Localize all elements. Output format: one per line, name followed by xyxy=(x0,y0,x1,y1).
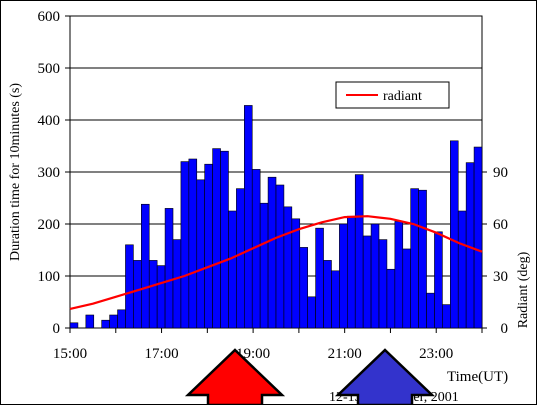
bar xyxy=(148,260,158,329)
bar xyxy=(228,210,237,329)
y-left-tick-label: 600 xyxy=(38,9,61,25)
y-left-axis-label: Duration time for 10minutes (s) xyxy=(8,83,23,261)
y-left-tick-label: 300 xyxy=(38,165,61,181)
y-left-tick-label: 200 xyxy=(38,217,61,233)
bar xyxy=(402,248,411,329)
y-right-tick-label: 30 xyxy=(493,269,508,285)
bar xyxy=(291,218,301,329)
bar xyxy=(212,148,221,329)
bar xyxy=(299,247,308,329)
bar xyxy=(164,208,174,329)
bar xyxy=(141,203,150,329)
y-right-axis-label: Radiant (deg) xyxy=(516,251,531,328)
x-tick-label: 21:00 xyxy=(328,346,362,362)
bar xyxy=(267,176,277,329)
y-left-tick-label: 500 xyxy=(38,61,61,77)
bar xyxy=(331,270,340,329)
bar xyxy=(323,260,332,329)
bar xyxy=(394,221,404,329)
x-tick-label: 17:00 xyxy=(144,346,178,362)
bar xyxy=(450,140,459,329)
radiant-series xyxy=(69,215,483,310)
x-tick-label: 15:00 xyxy=(53,346,87,362)
x-axis-label: Time(UT) xyxy=(447,369,508,385)
bar xyxy=(275,184,285,329)
bar xyxy=(204,163,213,329)
bar xyxy=(156,265,166,329)
bar xyxy=(354,174,364,329)
bar xyxy=(410,188,419,329)
bar xyxy=(362,235,372,329)
bar xyxy=(283,206,293,329)
radiant-line xyxy=(69,215,483,310)
y-right-tick-label: 60 xyxy=(493,217,508,233)
bar xyxy=(125,244,134,329)
bar xyxy=(457,210,467,329)
bar xyxy=(426,292,435,329)
x-tick-label: 23:00 xyxy=(419,346,453,362)
bar xyxy=(180,161,190,329)
bar xyxy=(133,260,142,329)
bar xyxy=(418,189,427,329)
red-arrow-icon xyxy=(184,348,286,405)
bar xyxy=(85,314,95,329)
bar xyxy=(386,268,396,329)
bar xyxy=(109,314,118,329)
bar xyxy=(220,150,229,329)
bar xyxy=(69,322,79,329)
y-right-tick-label: 90 xyxy=(493,165,508,181)
bar xyxy=(117,309,126,329)
bar-series xyxy=(69,105,483,329)
legend-label: radiant xyxy=(383,89,422,104)
bar xyxy=(339,223,348,329)
bar xyxy=(473,146,483,329)
y-left-tick-label: 100 xyxy=(38,269,61,285)
legend: radiant xyxy=(335,81,450,109)
bar xyxy=(307,296,316,329)
bar xyxy=(172,239,182,329)
bar xyxy=(188,158,198,329)
bar xyxy=(434,231,443,329)
bar xyxy=(101,319,110,329)
bar xyxy=(370,223,380,329)
bar xyxy=(442,304,451,329)
bar xyxy=(378,239,388,329)
blue-arrow-icon xyxy=(334,348,436,405)
y-left-tick-label: 400 xyxy=(38,113,61,129)
bar xyxy=(259,202,269,329)
bar xyxy=(315,227,324,329)
y-right-tick-label: 0 xyxy=(501,321,509,337)
bar xyxy=(347,215,356,329)
bar xyxy=(196,179,205,329)
bar xyxy=(236,188,245,329)
y-left-tick-label: 0 xyxy=(53,321,61,337)
bar xyxy=(244,105,253,329)
